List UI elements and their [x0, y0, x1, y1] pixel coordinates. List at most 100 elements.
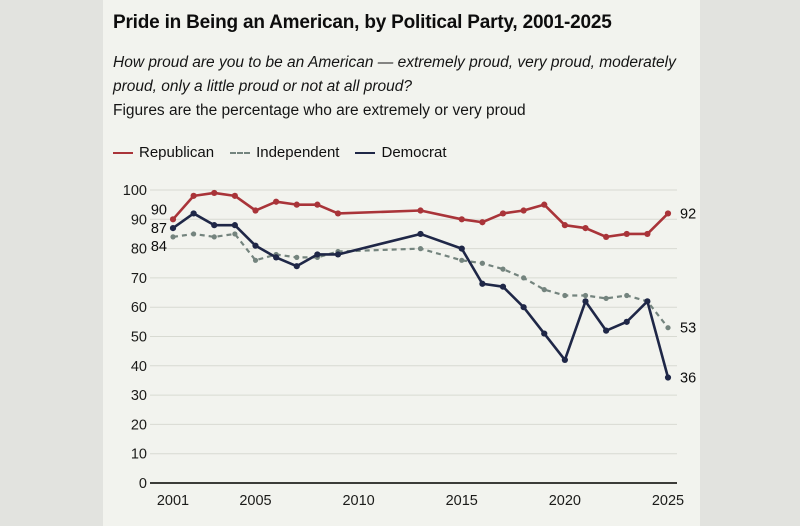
legend-label-independent: Independent: [256, 144, 340, 161]
legend-label-democrat: Democrat: [381, 144, 447, 161]
series-line-republican: [172, 191, 669, 239]
data-point-democrat-2008: [314, 251, 321, 258]
data-point-republican-2004: [231, 192, 238, 199]
data-point-independent-2003: [211, 234, 217, 240]
data-point-democrat-2023: [623, 318, 630, 325]
data-point-republican-2005: [252, 207, 259, 214]
data-point-republican-2020: [561, 222, 568, 229]
data-point-democrat-2004: [231, 222, 238, 229]
data-point-independent-2020: [562, 292, 568, 299]
data-point-independent-2004: [232, 231, 238, 237]
figures-note: Figures are the percentage who are extre…: [113, 102, 526, 119]
x-tick-label-2005: 2005: [239, 493, 271, 509]
data-point-democrat-2002: [190, 210, 197, 217]
y-tick-label-100: 100: [123, 183, 147, 199]
x-tick-label-2015: 2015: [446, 493, 478, 509]
data-point-republican-2022: [603, 233, 610, 240]
data-point-democrat-2018: [520, 304, 527, 311]
data-point-independent-2005: [252, 257, 259, 263]
y-tick-label-10: 10: [131, 447, 147, 463]
data-point-republican-2007: [293, 201, 300, 208]
data-point-democrat-2003: [211, 222, 218, 229]
data-point-independent-2023: [624, 292, 630, 299]
data-point-republican-2001: [169, 216, 177, 223]
data-point-democrat-2022: [603, 327, 610, 334]
y-tick-label-60: 60: [131, 300, 147, 316]
data-point-independent-2022: [603, 295, 609, 302]
data-point-republican-2019: [541, 201, 548, 208]
data-point-republican-2018: [520, 207, 527, 214]
x-tick-label-2025: 2025: [652, 493, 684, 509]
data-point-democrat-2007: [293, 263, 300, 270]
data-point-democrat-2001: [169, 224, 177, 232]
y-tick-label-80: 80: [131, 242, 147, 258]
data-point-republican-2002: [190, 192, 197, 199]
value-label-right-53: 53: [680, 321, 696, 337]
x-tick-label-2020: 2020: [549, 493, 581, 509]
y-tick-label-30: 30: [131, 388, 147, 404]
y-tick-label-50: 50: [131, 330, 147, 346]
data-point-democrat-2025: [664, 374, 672, 381]
data-point-democrat-2024: [644, 298, 651, 305]
series-line-independent: [172, 232, 669, 329]
value-label-left-90: 90: [151, 202, 167, 218]
legend-label-republican: Republican: [139, 144, 215, 161]
y-tick-label-0: 0: [139, 476, 147, 492]
data-point-republican-2021: [582, 224, 589, 232]
data-point-democrat-2005: [252, 242, 259, 249]
democrat-line-swatch-icon: [355, 151, 376, 154]
data-point-independent-2018: [521, 275, 527, 281]
data-point-independent-2002: [191, 231, 197, 237]
data-point-democrat-2015: [458, 245, 465, 252]
series-line-democrat: [172, 212, 670, 378]
data-point-republican-2015: [458, 216, 465, 223]
y-tick-label-20: 20: [131, 417, 147, 433]
data-point-independent-2015: [459, 257, 465, 263]
data-point-independent-2021: [582, 292, 589, 299]
survey-question: How proud are you to be an American — ex…: [113, 54, 676, 96]
data-point-democrat-2006: [273, 254, 280, 261]
independent-dashed-swatch-icon: [230, 151, 251, 154]
data-point-republican-2009: [334, 210, 342, 217]
legend-item-republican: Republican: [113, 144, 214, 161]
value-label-left-84: 84: [151, 239, 167, 255]
chart-card: Pride in Being an American, by Political…: [103, 0, 700, 526]
data-point-independent-2007: [294, 254, 300, 260]
x-tick-label-2010: 2010: [342, 493, 374, 509]
data-point-independent-2017: [500, 266, 506, 272]
data-point-republican-2003: [211, 189, 218, 197]
y-tick-label-40: 40: [131, 359, 147, 375]
data-point-democrat-2009: [334, 251, 342, 258]
legend: Republican Independent Democrat: [113, 144, 447, 161]
y-tick-label-90: 90: [131, 212, 147, 228]
data-point-democrat-2021: [582, 298, 589, 305]
republican-line-swatch-icon: [113, 151, 133, 154]
data-point-democrat-2013: [417, 230, 424, 238]
x-tick-label-2001: 2001: [157, 493, 189, 509]
data-point-republican-2023: [623, 230, 630, 238]
data-point-democrat-2019: [541, 330, 548, 337]
data-point-republican-2008: [314, 201, 321, 208]
data-point-republican-2013: [417, 207, 424, 214]
data-point-democrat-2017: [499, 283, 507, 290]
legend-item-democrat: Democrat: [355, 144, 447, 161]
data-point-democrat-2020: [561, 356, 568, 364]
y-tick-label-70: 70: [131, 271, 147, 287]
data-point-democrat-2016: [479, 280, 486, 287]
legend-item-independent: Independent: [230, 144, 339, 161]
data-point-republican-2016: [479, 219, 486, 226]
data-point-independent-2016: [479, 260, 485, 266]
data-point-republican-2006: [273, 198, 280, 205]
data-point-independent-2013: [417, 246, 424, 252]
value-label-right-36: 36: [680, 371, 696, 387]
data-point-independent-2025: [665, 325, 671, 331]
data-point-independent-2019: [541, 287, 547, 293]
value-label-right-92: 92: [680, 206, 696, 222]
data-point-republican-2017: [499, 210, 507, 217]
data-point-republican-2024: [644, 230, 651, 238]
data-point-republican-2025: [664, 210, 672, 217]
value-label-left-87: 87: [151, 221, 167, 237]
chart-title: Pride in Being an American, by Political…: [113, 12, 612, 33]
